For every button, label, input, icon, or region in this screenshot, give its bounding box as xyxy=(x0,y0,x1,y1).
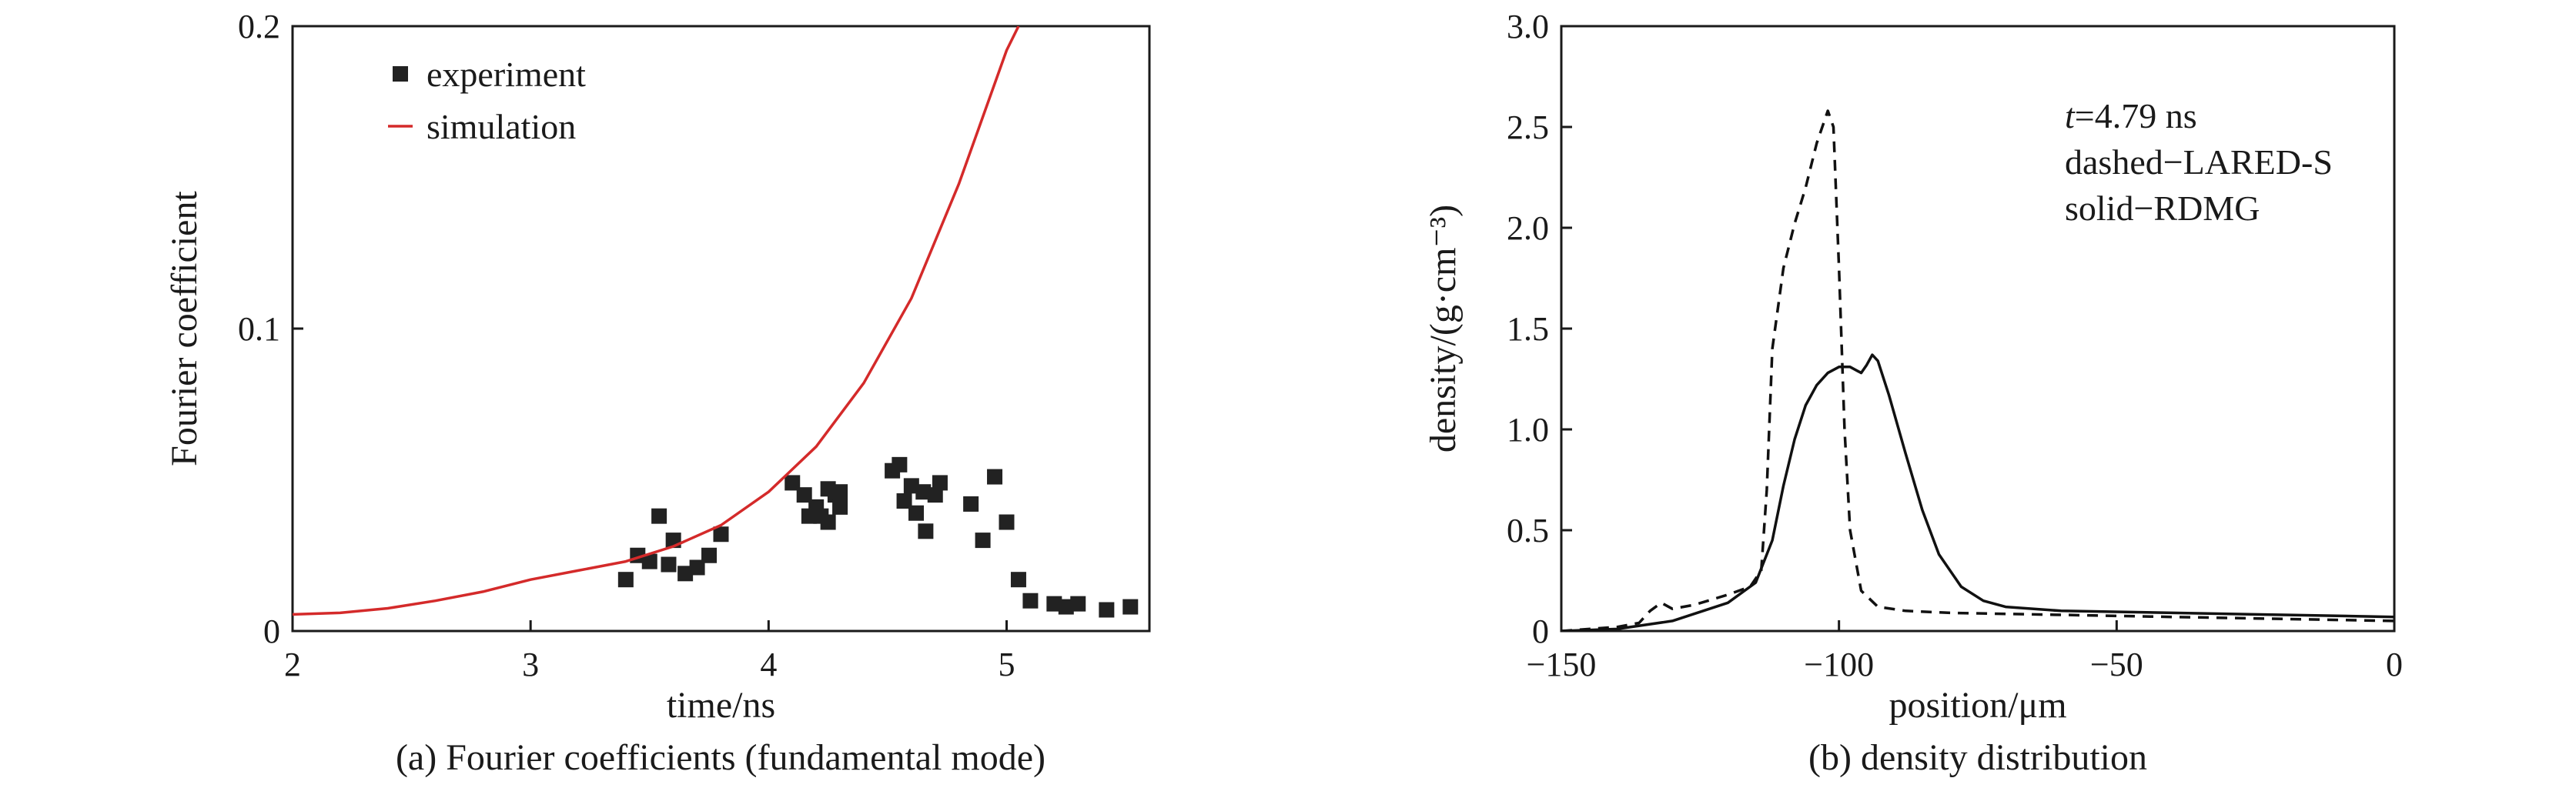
data-point xyxy=(903,478,919,494)
x-tick-label: 5 xyxy=(999,646,1015,683)
y-tick-label: 3.0 xyxy=(1507,8,1549,45)
series-line-RDMG xyxy=(1561,353,2394,631)
data-point xyxy=(1070,596,1086,612)
legend-label: experiment xyxy=(427,55,586,94)
data-point xyxy=(896,493,912,509)
data-point xyxy=(701,547,718,563)
x-axis-label: position/μm xyxy=(1889,685,2066,726)
data-point xyxy=(987,469,1003,485)
figure-caption: (a) Fourier coefficients (fundamental mo… xyxy=(396,737,1045,778)
data-point xyxy=(820,514,836,530)
plot-area xyxy=(1561,109,2394,631)
plot-frame xyxy=(1560,25,2396,633)
y-tick-label: 0.2 xyxy=(238,8,280,45)
data-point xyxy=(1022,593,1039,609)
x-axis-label: time/ns xyxy=(667,685,775,726)
data-point xyxy=(1122,599,1139,615)
data-point xyxy=(651,508,667,524)
data-point xyxy=(915,484,932,500)
data-point xyxy=(661,556,677,573)
annotation: t=4.79 ns dashed−LARED-S solid−RDMG xyxy=(2065,96,2333,228)
legend: experiment simulation xyxy=(388,55,586,146)
x-tick-label: −100 xyxy=(1804,646,1874,683)
data-point xyxy=(963,496,979,512)
y-tick-label: 0.5 xyxy=(1507,512,1549,549)
data-point xyxy=(641,553,657,569)
legend-label: simulation xyxy=(427,107,576,146)
y-tick-label: 1.0 xyxy=(1507,411,1549,449)
annotation-time: t=4.79 ns xyxy=(2065,96,2197,135)
data-point xyxy=(832,499,848,515)
y-tick-label: 1.5 xyxy=(1507,310,1549,348)
y-tick-label: 0 xyxy=(263,613,280,650)
data-point xyxy=(689,559,705,576)
y-tick-label: 2.0 xyxy=(1507,209,1549,247)
data-point xyxy=(999,514,1015,530)
y-tick-label: 0 xyxy=(1532,613,1549,650)
plot-area xyxy=(293,26,1139,618)
x-tick-label: 3 xyxy=(522,646,539,683)
chart-a: 2 3 4 5 0 0.1 0.2 time/ns Fourier coefficient (a)… xyxy=(164,8,1151,778)
data-point xyxy=(932,475,948,491)
data-point xyxy=(1058,599,1074,615)
legend-marker-experiment xyxy=(393,66,408,82)
data-point xyxy=(832,484,848,500)
x-tick-label: 2 xyxy=(284,646,301,683)
annotation-solid: solid−RDMG xyxy=(2065,189,2260,228)
y-tick-label: 2.5 xyxy=(1507,109,1549,146)
data-point xyxy=(1046,596,1062,612)
data-point xyxy=(908,505,925,521)
x-tick-label: 4 xyxy=(760,646,777,683)
data-point xyxy=(975,533,991,549)
data-point xyxy=(892,456,908,472)
chart-b: −150 −100 −50 0 0 0.5 1.0 1.5 2.0 2.5 3.0 position/… xyxy=(1423,8,2403,778)
annotation-dashed: dashed−LARED-S xyxy=(2065,142,2333,182)
series-line-LARED-S xyxy=(1561,109,2394,631)
data-point xyxy=(1010,572,1026,588)
data-point xyxy=(785,475,801,491)
y-tick-label: 0.1 xyxy=(238,310,280,348)
x-tick-label: −50 xyxy=(2090,646,2143,683)
data-point xyxy=(677,566,694,582)
figure-caption: (b) density distribution xyxy=(1808,737,2147,778)
data-point xyxy=(927,487,943,503)
y-axis-label: density/(g·cm⁻³) xyxy=(1423,205,1464,452)
data-point xyxy=(918,523,934,539)
y-axis-label: Fourier coefficient xyxy=(164,191,205,466)
data-point xyxy=(617,572,634,588)
data-point xyxy=(713,526,729,543)
data-point xyxy=(1099,602,1115,618)
series-line-simulation xyxy=(293,26,1020,616)
x-tick-label: 0 xyxy=(2386,646,2403,683)
data-point xyxy=(796,487,812,503)
x-tick-label: −150 xyxy=(1527,646,1597,683)
